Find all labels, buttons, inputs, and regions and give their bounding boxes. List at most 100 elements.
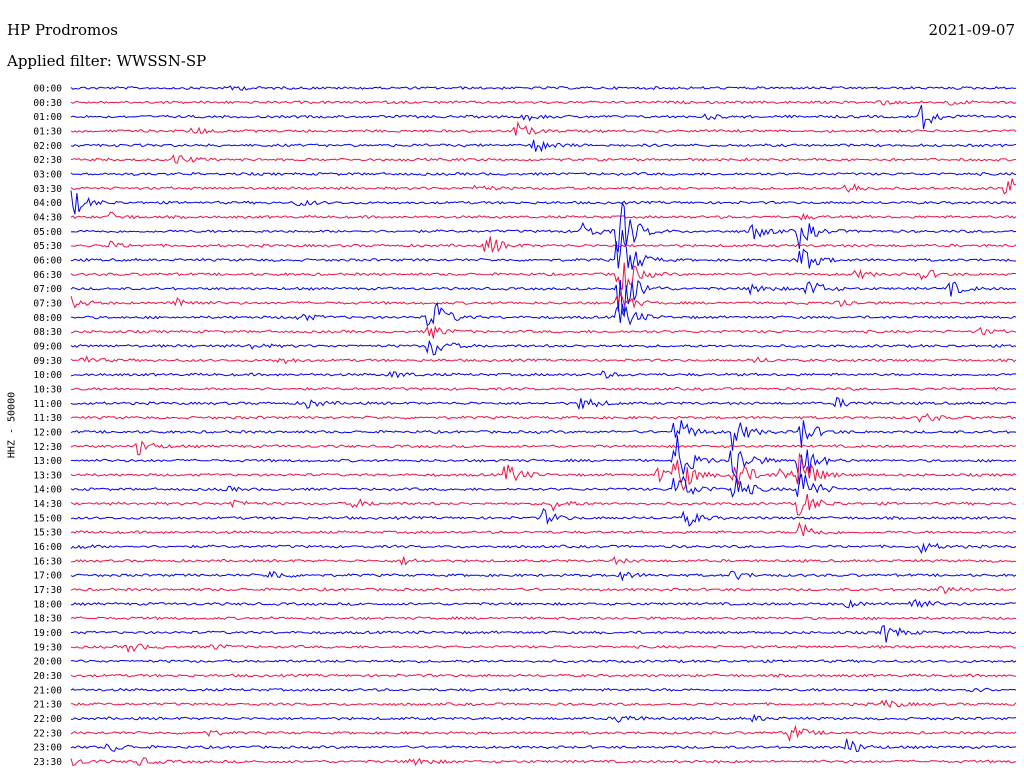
time-tick-label: 06:30 <box>33 270 62 281</box>
time-tick-label: 23:00 <box>33 743 62 754</box>
time-tick-label: 17:30 <box>33 585 62 596</box>
time-tick-label: 01:00 <box>33 112 62 123</box>
seismogram-trace <box>70 201 1017 253</box>
time-tick-label: 01:30 <box>33 126 62 137</box>
station-title: HP Prodromos <box>7 21 118 39</box>
seismogram-trace <box>70 139 1017 153</box>
time-tick-label: 00:30 <box>33 98 62 109</box>
seismogram-trace <box>70 452 1017 491</box>
seismogram-trace <box>70 724 1017 743</box>
seismogram-trace <box>70 699 1017 709</box>
time-tick-label: 18:00 <box>33 599 62 610</box>
time-tick-label: 07:30 <box>33 298 62 309</box>
time-tick-label: 07:00 <box>33 284 62 295</box>
seismogram-trace <box>70 673 1017 678</box>
seismogram-trace <box>70 521 1017 537</box>
time-tick-label: 20:00 <box>33 657 62 668</box>
time-tick-label: 06:00 <box>33 255 62 266</box>
time-tick-label: 10:00 <box>33 370 62 381</box>
seismogram-trace <box>70 85 1017 91</box>
seismogram-trace <box>70 757 1017 767</box>
seismogram-trace <box>70 713 1017 723</box>
time-tick-label: 08:30 <box>33 327 62 338</box>
seismogram-trace <box>70 325 1017 339</box>
seismogram-trace <box>70 104 1017 130</box>
seismogram-trace <box>70 473 1017 499</box>
seismogram-trace <box>70 542 1017 555</box>
time-tick-label: 14:30 <box>33 499 62 510</box>
seismogram-trace <box>70 659 1017 664</box>
time-tick-label: 02:00 <box>33 141 62 152</box>
time-tick-label: 04:00 <box>33 198 62 209</box>
seismogram-trace <box>70 643 1017 654</box>
seismogram-trace <box>70 586 1017 595</box>
seismogram-trace <box>70 386 1017 391</box>
time-tick-label: 23:30 <box>33 757 62 768</box>
time-tick-label: 20:30 <box>33 671 62 682</box>
seismogram-trace <box>70 570 1017 582</box>
time-tick-label: 14:00 <box>33 485 62 496</box>
time-tick-label: 10:30 <box>33 384 62 395</box>
time-tick-label: 22:00 <box>33 714 62 725</box>
seismogram-trace <box>70 262 1017 292</box>
seismogram-trace <box>70 598 1017 609</box>
seismogram-trace <box>70 120 1017 136</box>
time-tick-label: 15:00 <box>33 513 62 524</box>
seismogram-trace <box>70 99 1017 106</box>
time-tick-label: 17:00 <box>33 571 62 582</box>
date-label: 2021-09-07 <box>928 21 1015 39</box>
seismogram-trace <box>70 301 1017 327</box>
seismogram-trace <box>70 370 1017 379</box>
time-tick-label: 18:30 <box>33 614 62 625</box>
seismogram-trace <box>70 420 1017 451</box>
time-tick-label: 13:00 <box>33 456 62 467</box>
seismogram-trace <box>70 440 1017 456</box>
seismogram-trace <box>70 339 1017 356</box>
time-tick-label: 22:30 <box>33 728 62 739</box>
time-tick-label: 08:00 <box>33 313 62 324</box>
time-tick-label: 15:30 <box>33 528 62 539</box>
seismogram-trace <box>70 355 1017 365</box>
time-tick-label: 05:00 <box>33 227 62 238</box>
seismogram-trace <box>70 738 1017 753</box>
time-tick-label: 11:30 <box>33 413 62 424</box>
seismogram-trace <box>70 154 1017 164</box>
time-tick-label: 12:00 <box>33 427 62 438</box>
seismogram-trace <box>70 236 1017 254</box>
time-tick-label: 19:30 <box>33 642 62 653</box>
seismogram-trace <box>70 171 1017 177</box>
seismogram-trace <box>70 190 1017 215</box>
seismogram-trace <box>71 556 1017 567</box>
filter-label: Applied filter: WWSSN-SP <box>7 52 207 70</box>
time-tick-label: 21:00 <box>33 685 62 696</box>
seismogram-trace <box>70 396 1017 411</box>
seismogram-trace <box>70 292 1017 310</box>
seismogram-trace <box>70 413 1017 423</box>
seismogram-trace <box>70 230 1016 270</box>
seismogram-trace <box>70 493 1017 516</box>
time-tick-label: 19:00 <box>33 628 62 639</box>
time-tick-label: 04:30 <box>33 212 62 223</box>
seismogram-trace <box>71 624 1017 643</box>
time-tick-label: 16:30 <box>33 556 62 567</box>
seismogram-trace <box>70 687 1017 693</box>
time-tick-label: 03:00 <box>33 169 62 180</box>
time-tick-label: 12:30 <box>33 442 62 453</box>
time-tick-label: 09:30 <box>33 356 62 367</box>
time-tick-label: 09:00 <box>33 341 62 352</box>
seismogram-trace <box>70 211 1017 221</box>
seismogram-trace <box>71 435 1017 485</box>
time-tick-label: 03:30 <box>33 184 62 195</box>
time-tick-label: 02:30 <box>33 155 62 166</box>
time-tick-label: 16:00 <box>33 542 62 553</box>
time-tick-label: 00:00 <box>33 84 62 95</box>
seismogram-trace <box>70 279 1017 318</box>
seismogram-trace <box>70 616 1017 621</box>
time-tick-label: 11:00 <box>33 399 62 410</box>
seismogram-trace <box>70 508 1017 527</box>
time-tick-label: 05:30 <box>33 241 62 252</box>
time-tick-label: 13:30 <box>33 470 62 481</box>
seismogram-trace <box>70 178 1017 195</box>
time-tick-label: 21:30 <box>33 700 62 711</box>
